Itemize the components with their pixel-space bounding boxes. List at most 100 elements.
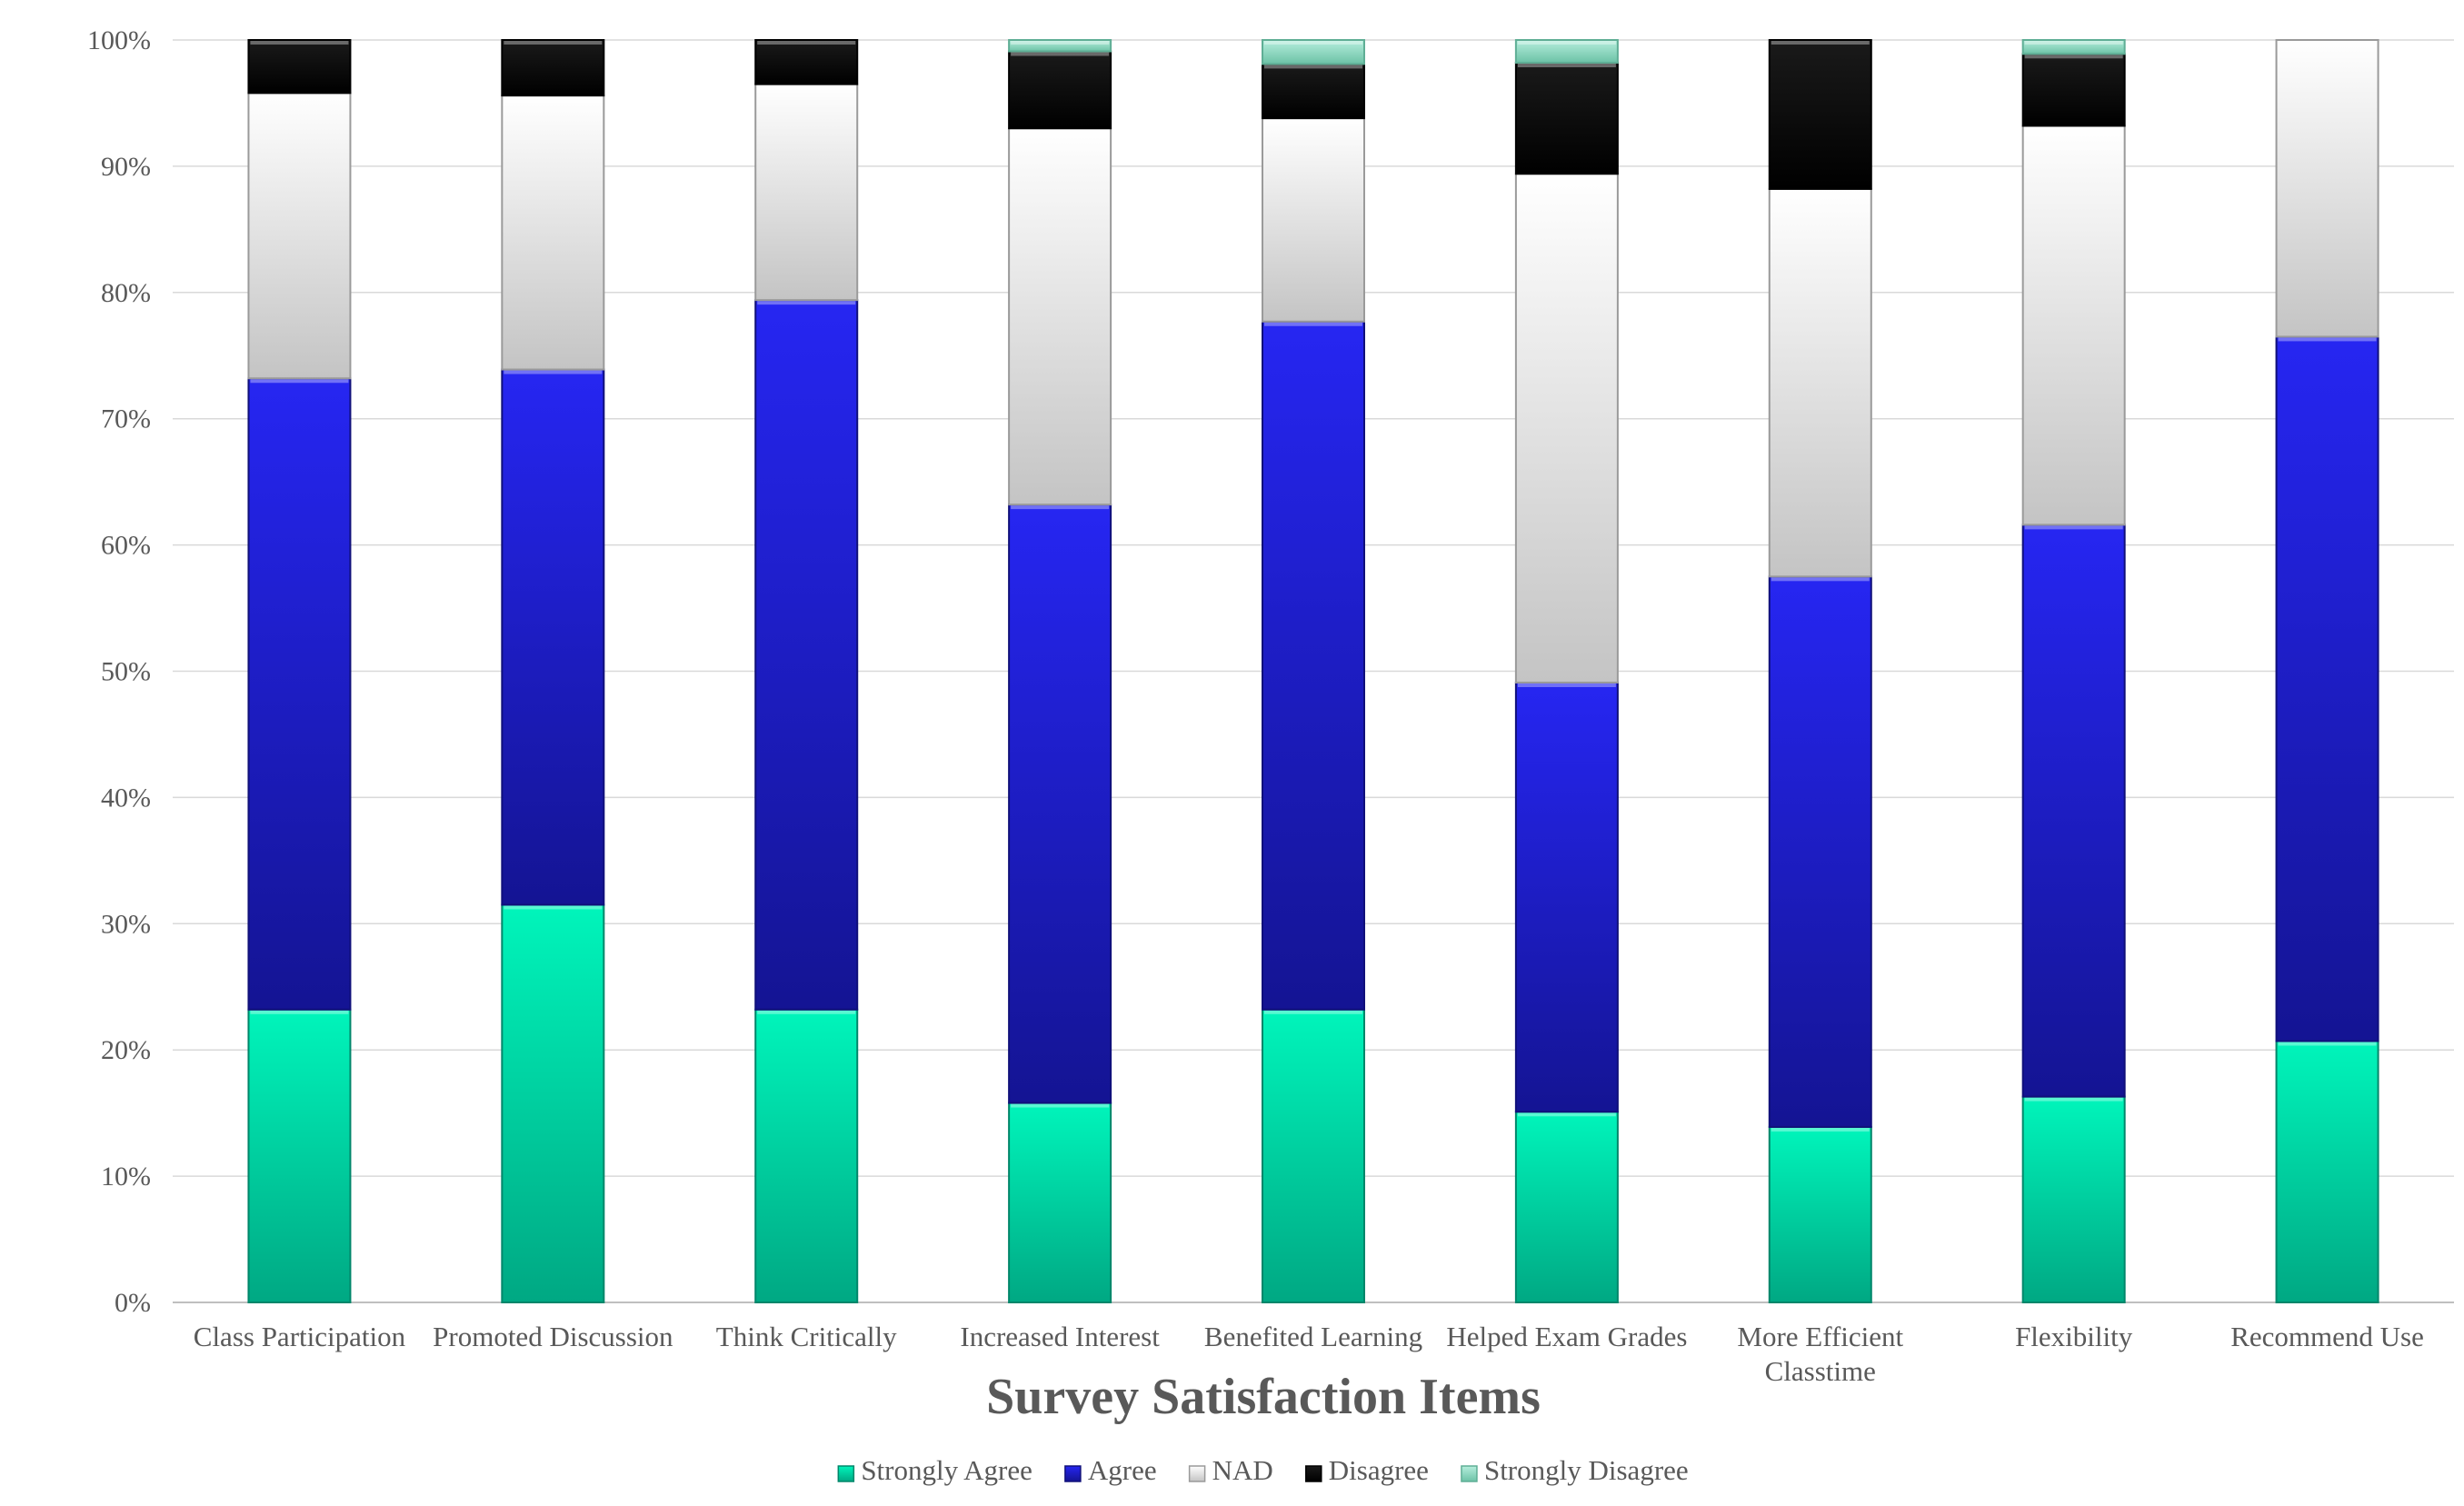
bar-segment (1768, 187, 1872, 578)
bar-segment (2021, 524, 2126, 1098)
bar-segment-highlight (1011, 505, 1110, 510)
bar-segment-highlight (2024, 126, 2123, 131)
bar-segment-highlight (250, 41, 349, 45)
bar-segment-highlight (504, 370, 603, 374)
x-tick-label: More Efficient (1737, 1321, 1903, 1352)
bar-segment (2021, 53, 2126, 127)
y-tick-label: 60% (101, 531, 151, 561)
y-tick-label: 20% (101, 1035, 151, 1065)
bar-segment (754, 39, 859, 85)
bar-segment-highlight (757, 301, 856, 305)
bar-segment-highlight (2024, 55, 2123, 59)
bar-segment (501, 39, 605, 97)
bar-segment-highlight (1771, 577, 1870, 582)
bar-segment (1008, 50, 1112, 130)
bar-segment (1768, 1125, 1872, 1303)
y-tick-label: 40% (101, 783, 151, 813)
bar-segment (501, 95, 605, 371)
bar-segment-highlight (504, 96, 603, 101)
legend-swatch (1188, 1465, 1206, 1482)
legend-label: NAD (1212, 1454, 1273, 1486)
bar-segment-highlight (1264, 41, 1362, 45)
legend-label: Strongly Agree (861, 1454, 1032, 1486)
bar-segment (1008, 39, 1112, 53)
bar-segment (754, 1008, 859, 1303)
bar-segment (1514, 1111, 1619, 1303)
x-tick-label: Classtime (1765, 1355, 1876, 1387)
bar-segment (1514, 173, 1619, 684)
bar-segment-highlight (1517, 1112, 1616, 1117)
bar-segment-highlight (757, 1010, 856, 1014)
bar-segment-highlight (504, 905, 603, 910)
y-tick-label: 30% (101, 909, 151, 939)
bar-segment-highlight (1771, 41, 1870, 45)
bars (247, 39, 2379, 1304)
x-tick-label: Benefited Learning (1204, 1321, 1422, 1352)
legend-swatch (1305, 1465, 1322, 1482)
bar-segment-highlight (1264, 322, 1362, 326)
bar-segment (1008, 504, 1112, 1104)
legend-swatch (1064, 1465, 1082, 1482)
x-tick-label: Class Participation (194, 1321, 406, 1352)
bar-segment-highlight (757, 41, 856, 45)
bar-segment-highlight (2024, 1097, 2123, 1102)
legend-item: Strongly Disagree (1461, 1454, 1689, 1486)
bar-segment (1514, 39, 1619, 65)
bar-segment (501, 903, 605, 1304)
y-tick-label: 70% (101, 404, 151, 434)
bar-segment (754, 83, 859, 302)
bar-segment (247, 39, 352, 95)
x-tick-label: Increased Interest (960, 1321, 1160, 1352)
bar-segment (1262, 39, 1365, 65)
bar-segment (2275, 1040, 2379, 1304)
y-tick-label: 10% (101, 1162, 151, 1192)
x-tick-label: Recommend Use (2230, 1321, 2424, 1352)
legend: Strongly Agree Agree NAD Disagree Strongly D… (837, 1454, 1689, 1486)
bar-segment-highlight (1011, 1103, 1110, 1108)
bar-segment (247, 92, 352, 380)
bar-segment-highlight (1264, 1010, 1362, 1014)
bar-segment-highlight (250, 94, 349, 98)
x-tick-label: Promoted Discussion (433, 1321, 673, 1352)
bar-segment (1008, 127, 1112, 506)
bar-segment-highlight (1517, 41, 1616, 45)
bar-segment (1262, 63, 1365, 120)
y-axis: 0% 10% 20% 30% 40% 50% 60% 70% 80% 90% 100% (87, 25, 151, 1318)
x-tick-label: Flexibility (2015, 1321, 2133, 1352)
y-tick-label: 100% (87, 25, 151, 55)
bar-segment-highlight (2278, 1042, 2377, 1046)
bar-segment-highlight (1771, 1127, 1870, 1132)
legend-label: Strongly Disagree (1484, 1454, 1689, 1486)
bar-segment (1514, 62, 1619, 175)
legend-label: Agree (1088, 1454, 1157, 1486)
bar-segment (1768, 39, 1872, 190)
bar-segment-highlight (1011, 129, 1110, 134)
bar-segment-highlight (1771, 189, 1870, 194)
bar-segment (2275, 335, 2379, 1042)
bar-segment (2021, 1095, 2126, 1304)
bar-segment-highlight (2024, 525, 2123, 530)
bar-segment-highlight (1011, 41, 1110, 45)
bar-segment (1768, 575, 1872, 1128)
bar-segment (1262, 1008, 1365, 1303)
y-tick-label: 90% (101, 152, 151, 182)
bar-segment (754, 299, 859, 1011)
bar-segment-highlight (1517, 683, 1616, 688)
bar-segment-highlight (504, 41, 603, 45)
legend-swatch (1461, 1465, 1478, 1482)
bar-segment (1262, 117, 1365, 323)
legend-swatch (837, 1465, 855, 1482)
bar-segment-highlight (250, 379, 349, 384)
bar-segment (1008, 1102, 1112, 1303)
x-tick-label: Helped Exam Grades (1446, 1321, 1687, 1352)
bar-segment-highlight (250, 1010, 349, 1014)
bar-segment (1514, 682, 1619, 1113)
legend-item: Strongly Agree (837, 1454, 1032, 1486)
bar-segment-highlight (1517, 175, 1616, 179)
bar-segment (2275, 39, 2379, 338)
bar-segment-highlight (1264, 119, 1362, 124)
legend-item: Agree (1064, 1454, 1157, 1486)
bar-segment-highlight (2278, 337, 2377, 342)
